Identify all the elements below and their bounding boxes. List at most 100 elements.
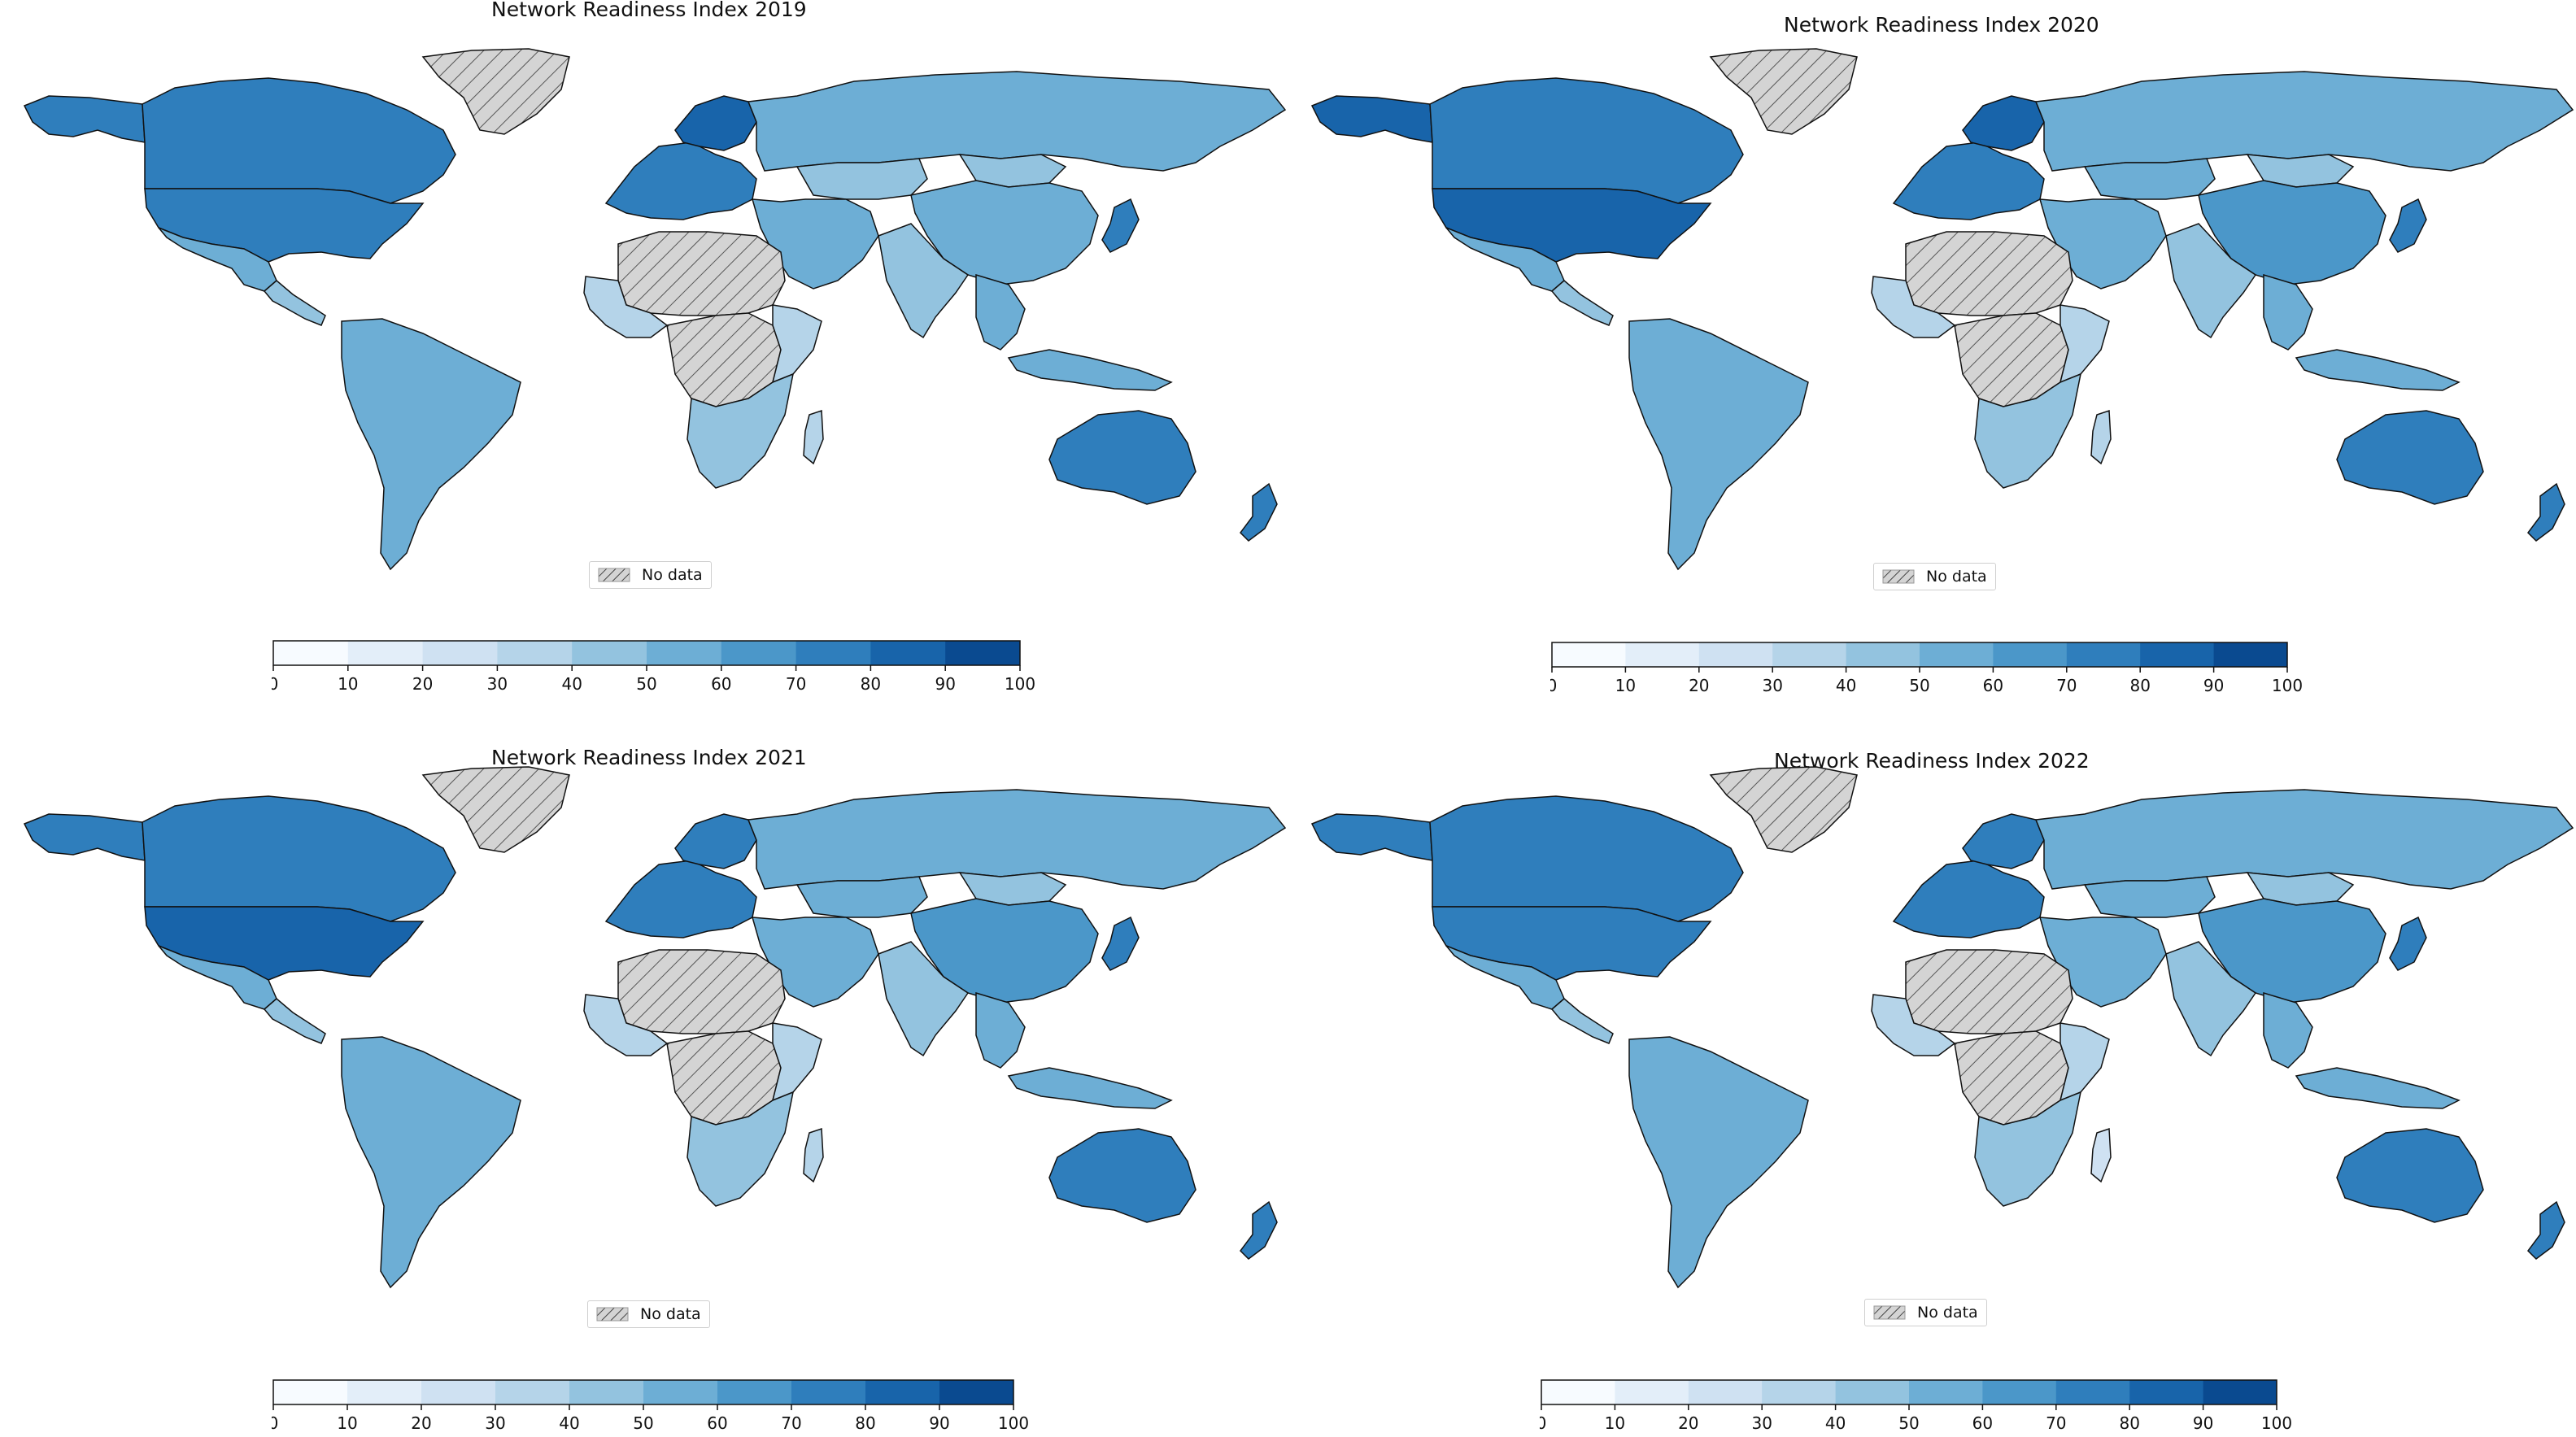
choropleth-map [1310,48,2574,571]
central-america-region [263,280,326,326]
colorbar-tick-label: 20 [1689,676,1709,695]
colorbar-bin [569,1380,644,1404]
madagascar-region [803,409,824,465]
colorbar-bin [347,641,424,665]
new-zealand-region [1240,1200,1278,1260]
colorbar-bin [791,1380,866,1404]
indonesia-region [1007,349,1173,391]
colorbar-tick-label: 70 [786,674,806,694]
indonesia-region [2295,1067,2460,1109]
south-africa-region [686,1091,795,1207]
colorbar-tick-label: 90 [929,1413,949,1433]
south-america-region [1628,318,1809,571]
kazakh-region [2083,158,2216,200]
india-region [878,941,970,1057]
colorbar-tick-label: 100 [2261,1413,2292,1433]
colorbar-bin [1835,1380,1910,1404]
colorbar-tick-label: 0 [272,1413,278,1433]
new-zealand-region [1240,482,1278,542]
india-region [2165,223,2257,339]
map-panel-2022: Network Readiness Index 2022 No data 0 10… [1288,718,2575,1436]
russia-region [747,789,1287,890]
colorbar-bin [495,1380,570,1404]
colorbar-tick-label: 30 [1762,676,1782,695]
no-data-legend: No data [589,561,712,589]
colorbar-tick-label: 50 [1909,676,1929,695]
colorbar-tick-label: 40 [561,674,582,694]
japan-region [1101,198,1140,253]
indonesia-region [1007,1067,1173,1109]
colorbar: 0 10 20 30 40 50 60 70 80 90 100 [1550,642,2303,695]
colorbar-tick-label: 40 [559,1413,579,1433]
colorbar-tick-label: 80 [2119,1413,2139,1433]
colorbar-bin [939,1380,1014,1404]
colorbar-bin [422,641,498,665]
japan-region [2389,916,2427,971]
russia-region [2034,71,2574,172]
russia-region [2034,789,2574,890]
colorbar-bin [1846,642,1920,667]
new-zealand-region [2527,482,2565,542]
choropleth-map [23,48,1287,571]
alaska-region [23,813,146,861]
alaska-region [1310,95,1433,143]
madagascar-region [803,1127,824,1183]
colorbar-tick-label: 90 [2203,676,2224,695]
west-africa-region [583,994,669,1056]
colorbar-tick-label: 20 [412,674,433,694]
map-panel-2020: Network Readiness Index 2020 No data 0 10… [1288,0,2575,718]
south-america-region [1628,1036,1809,1289]
colorbar-bin [945,641,1021,665]
greenland-region [1709,48,1858,135]
colorbar-tick-label: 0 [272,674,278,694]
colorbar-bin [2066,642,2141,667]
colorbar-tick-label: 50 [636,674,656,694]
europe-region [604,142,757,220]
colorbar-tick-label: 80 [855,1413,875,1433]
colorbar-bin [721,641,797,665]
australia-region [1048,1128,1196,1223]
colorbar-tick-label: 100 [2272,676,2303,695]
colorbar-tick-label: 70 [781,1413,801,1433]
alaska-region [23,95,146,143]
south-america-region [341,318,521,571]
colorbar-tick-label: 60 [707,1413,727,1433]
central-america-region [1550,280,1614,326]
colorbar-tick-label: 100 [1005,674,1035,694]
australia-region [1048,410,1196,505]
colorbar-bin [1909,1380,1983,1404]
colorbar-bin [865,1380,940,1404]
seasia-region [2263,991,2313,1069]
colorbar-bin [870,641,946,665]
east-africa-region [2059,1022,2110,1102]
no-data-label: No data [640,1305,701,1323]
europe-region [1892,860,2045,938]
seasia-region [975,273,1026,351]
russia-region [747,71,1287,172]
colorbar-tick-label: 60 [1983,676,2003,695]
choropleth-map [23,766,1287,1289]
kazakh-region [795,876,928,918]
colorbar-bin [2129,1380,2204,1404]
colorbar-bin [1698,642,1773,667]
east-africa-region [771,304,822,384]
no-data-label: No data [642,566,703,584]
south-america-region [341,1036,521,1289]
new-zealand-region [2527,1200,2565,1260]
colorbar-tick-label: 10 [337,1413,357,1433]
greenland-region [421,48,570,135]
colorbar-tick-label: 50 [1898,1413,1919,1433]
map-panel-2021: Network Readiness Index 2021 No data 0 10… [0,718,1288,1436]
madagascar-region [2090,1127,2112,1183]
india-region [2165,941,2257,1057]
india-region [878,223,970,339]
colorbar-bin [1762,1380,1837,1404]
colorbar-tick-label: 10 [1605,1413,1625,1433]
canada-region [1429,77,1744,204]
hatch-swatch [598,568,630,582]
hatch-swatch [1873,1305,1906,1320]
west-africa-region [583,276,669,338]
colorbar-bin [1982,1380,2057,1404]
japan-region [2389,198,2427,253]
colorbar: 0 10 20 30 40 50 60 70 80 90 100 [272,1379,1029,1433]
